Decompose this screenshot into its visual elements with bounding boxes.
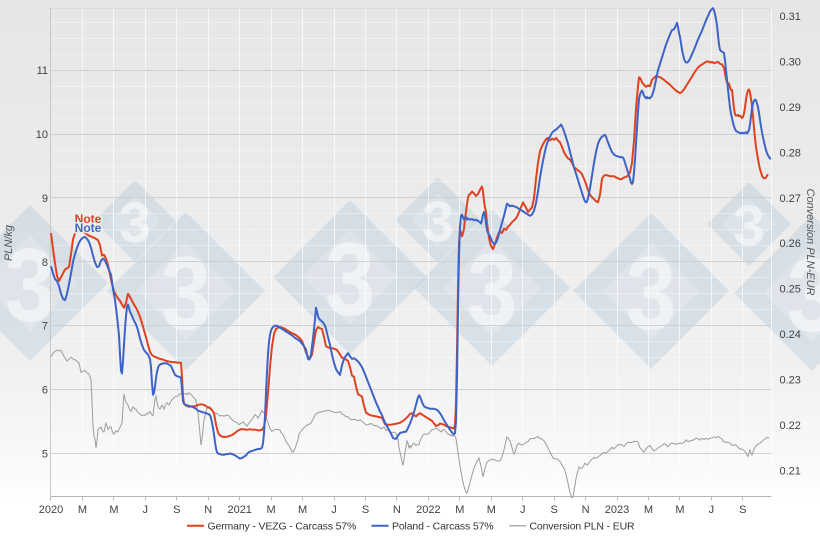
svg-text:3: 3: [733, 194, 765, 258]
svg-text:M: M: [298, 504, 307, 516]
svg-text:2021: 2021: [227, 504, 251, 516]
svg-text:0.30: 0.30: [780, 57, 801, 69]
svg-text:M: M: [109, 504, 118, 516]
svg-text:Note: Note: [75, 221, 102, 235]
svg-text:0.28: 0.28: [780, 147, 801, 159]
svg-text:N: N: [393, 504, 401, 516]
svg-text:Poland - Carcass 57%: Poland - Carcass 57%: [392, 521, 493, 533]
svg-text:7: 7: [42, 321, 48, 333]
svg-text:Conversion PLN-EUR: Conversion PLN-EUR: [804, 189, 816, 296]
svg-text:Germany - VEZG - Carcass 57%: Germany - VEZG - Carcass 57%: [208, 521, 357, 533]
svg-text:3: 3: [161, 235, 211, 351]
svg-text:3: 3: [787, 237, 820, 353]
svg-text:M: M: [455, 504, 464, 516]
svg-text:10: 10: [36, 129, 48, 141]
svg-text:Note: Note: [75, 212, 102, 226]
svg-text:S: S: [362, 504, 369, 516]
svg-text:S: S: [739, 504, 746, 516]
svg-text:N: N: [582, 504, 590, 516]
svg-text:0.22: 0.22: [780, 420, 801, 432]
svg-text:2022: 2022: [416, 504, 440, 516]
svg-text:0.26: 0.26: [780, 238, 801, 250]
svg-text:2020: 2020: [39, 504, 63, 516]
svg-text:J: J: [331, 504, 337, 516]
svg-text:S: S: [551, 504, 558, 516]
svg-text:PLN/kg: PLN/kg: [3, 224, 15, 261]
svg-text:M: M: [78, 504, 87, 516]
svg-text:3: 3: [325, 221, 375, 337]
svg-text:M: M: [487, 504, 496, 516]
svg-text:0.23: 0.23: [780, 375, 801, 387]
svg-text:0.29: 0.29: [780, 102, 801, 114]
svg-text:0.25: 0.25: [780, 284, 801, 296]
svg-text:M: M: [675, 504, 684, 516]
svg-text:0.31: 0.31: [780, 11, 801, 23]
svg-text:0.27: 0.27: [780, 193, 801, 205]
svg-text:S: S: [173, 504, 180, 516]
svg-text:M: M: [644, 504, 653, 516]
svg-text:6: 6: [42, 385, 48, 397]
svg-text:0.24: 0.24: [780, 329, 801, 341]
svg-text:11: 11: [37, 65, 48, 77]
svg-text:5: 5: [42, 449, 48, 461]
svg-text:J: J: [520, 504, 526, 516]
svg-text:9: 9: [42, 193, 48, 205]
svg-text:2023: 2023: [605, 504, 629, 516]
svg-text:Conversion PLN - EUR: Conversion PLN - EUR: [530, 521, 636, 533]
svg-text:J: J: [143, 504, 149, 516]
svg-text:3: 3: [5, 227, 55, 343]
svg-text:8: 8: [42, 257, 48, 269]
svg-text:3: 3: [626, 235, 676, 351]
svg-text:0.21: 0.21: [780, 466, 801, 478]
svg-text:J: J: [709, 504, 715, 516]
svg-text:3: 3: [422, 190, 454, 254]
svg-text:M: M: [267, 504, 276, 516]
svg-text:N: N: [204, 504, 212, 516]
